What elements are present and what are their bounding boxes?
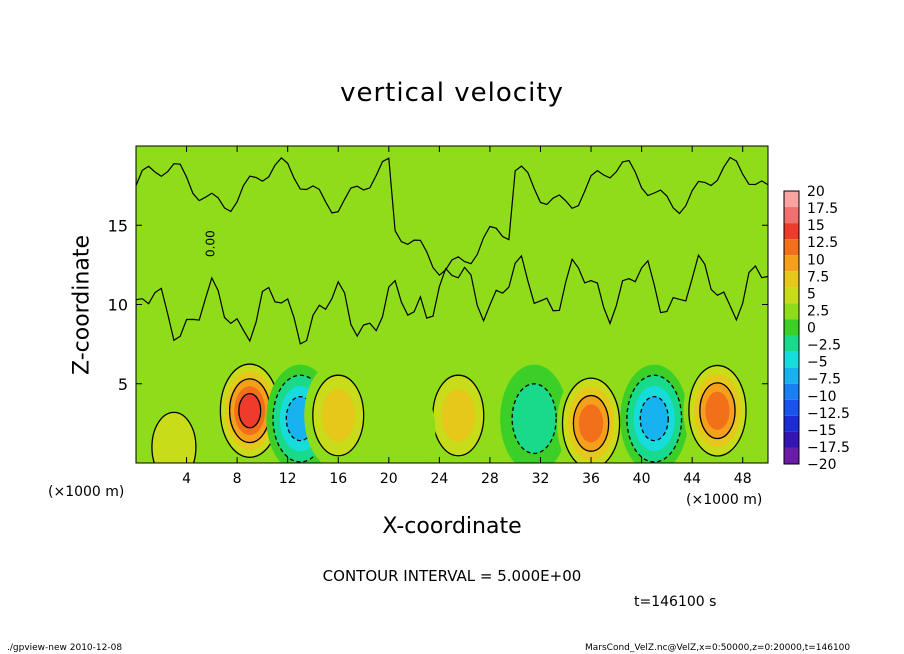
- y-tick-label: 5: [118, 375, 128, 394]
- colorbar-swatch: [784, 399, 799, 416]
- colorbar-label: −10: [807, 389, 837, 405]
- x-tick-label: 36: [582, 471, 600, 487]
- footer-left: ./gpview-new 2010-12-08: [7, 643, 123, 653]
- colorbar-swatch: [784, 383, 799, 400]
- x-tick-label: 8: [233, 471, 242, 487]
- colorbar-label: −15: [807, 423, 837, 439]
- feature-level: [238, 393, 261, 428]
- x-tick-label: 40: [633, 471, 651, 487]
- x-tick-label: 28: [481, 471, 499, 487]
- contour-line: [626, 374, 683, 463]
- x-tick-label: 16: [329, 471, 347, 487]
- y-tick-label: 15: [108, 216, 128, 235]
- y-tick-label: 10: [108, 296, 128, 315]
- colorbar-label: −17.5: [807, 440, 850, 456]
- colorbar-swatch: [784, 367, 799, 384]
- contour-line: [511, 383, 557, 455]
- feature-downdraft: [500, 364, 569, 463]
- y-axis-label: Z-coordinate: [69, 235, 95, 375]
- colorbar-swatch: [784, 319, 799, 336]
- x-axis-label: X-coordinate: [382, 514, 522, 539]
- feature-updraft: [557, 369, 626, 463]
- colorbar-swatch: [784, 415, 799, 432]
- colorbar-swatch: [784, 223, 799, 240]
- colorbar-label: 10: [807, 252, 825, 268]
- colorbar-swatch: [784, 431, 799, 448]
- colorbar-label: 17.5: [807, 201, 838, 217]
- colorbar-swatch: [784, 207, 799, 224]
- colorbar-label: 20: [807, 184, 825, 200]
- feature-updraft: [424, 361, 493, 463]
- chart-title: vertical velocity: [340, 78, 564, 108]
- colorbar-swatch: [784, 191, 799, 208]
- colorbar-frame: [783, 190, 800, 465]
- colorbar-swatch: [784, 351, 799, 368]
- y-axis: 5 10 15: [108, 216, 768, 394]
- contour-line: [238, 392, 262, 429]
- colorbar-label: −7.5: [807, 372, 841, 388]
- feature-updraft: [683, 356, 752, 463]
- colorbar-label: 7.5: [807, 269, 829, 285]
- time-label: t=146100 s: [634, 594, 717, 610]
- colorbar-label: 5: [807, 286, 816, 302]
- colorbar-swatch: [784, 287, 799, 304]
- contour-value-label: 0.00: [203, 230, 217, 257]
- x-unit-label-right: (×1000 m): [686, 492, 763, 508]
- feature-level: [640, 396, 669, 441]
- feature-level: [151, 412, 196, 463]
- feature-updraft: [304, 361, 373, 463]
- zero-contour-upper: [136, 156, 768, 277]
- feature-updraft: [139, 393, 208, 463]
- x-unit-label-left: (×1000 m): [48, 484, 125, 500]
- colorbar-label: 0: [807, 321, 816, 337]
- colorbar-swatch: [784, 335, 799, 352]
- colorbar-label: 15: [807, 218, 825, 234]
- contour-line: [639, 395, 669, 442]
- x-tick-label: 24: [430, 471, 448, 487]
- feature-updraft: [367, 377, 436, 463]
- field-upper-band: [136, 146, 768, 289]
- feature-level: [512, 383, 557, 454]
- footer-right: MarsCond_VelZ.nc@VelZ,x=0:50000,z=0:2000…: [585, 643, 851, 653]
- x-tick-label: 44: [683, 471, 701, 487]
- colorbar-swatch: [784, 255, 799, 272]
- x-tick-label: 12: [279, 471, 297, 487]
- colorbar-label: 12.5: [807, 235, 838, 251]
- feature-level: [578, 404, 604, 443]
- x-tick-label: 32: [532, 471, 550, 487]
- colorbar-label: −20: [807, 457, 837, 473]
- feature-downdraft: [620, 364, 689, 463]
- colorbar-label: −2.5: [807, 338, 841, 354]
- x-tick-label: 4: [182, 471, 191, 487]
- contour-line: [312, 374, 365, 457]
- velocity-field: 0.00: [136, 146, 768, 463]
- contour-line: [699, 382, 736, 440]
- feature-level: [705, 391, 730, 430]
- contour-interval-note: CONTOUR INTERVAL = 5.000E+00: [322, 567, 582, 585]
- colorbar-label: 2.5: [807, 303, 829, 319]
- contour-line: [688, 364, 747, 457]
- feature-level: [321, 388, 356, 443]
- contour-line: [561, 377, 621, 463]
- colorbar-label: −12.5: [807, 406, 850, 422]
- feature-updraft: [215, 356, 284, 463]
- feature-level: [441, 388, 476, 443]
- contour-line: [572, 394, 610, 452]
- feature-level: [367, 377, 436, 463]
- colorbar-swatch: [784, 271, 799, 288]
- colorbar-swatch: [784, 447, 799, 464]
- x-tick-label: 20: [380, 471, 398, 487]
- colorbar-swatch: [784, 239, 799, 256]
- contour-line: [151, 411, 197, 463]
- colorbar-label: −5: [807, 355, 828, 371]
- colorbar-swatch: [784, 303, 799, 320]
- zero-contour: [136, 253, 768, 345]
- x-axis: 4 8 12 16 20 24 28 32 36 40 44 48: [182, 146, 752, 487]
- x-tick-label: 48: [734, 471, 752, 487]
